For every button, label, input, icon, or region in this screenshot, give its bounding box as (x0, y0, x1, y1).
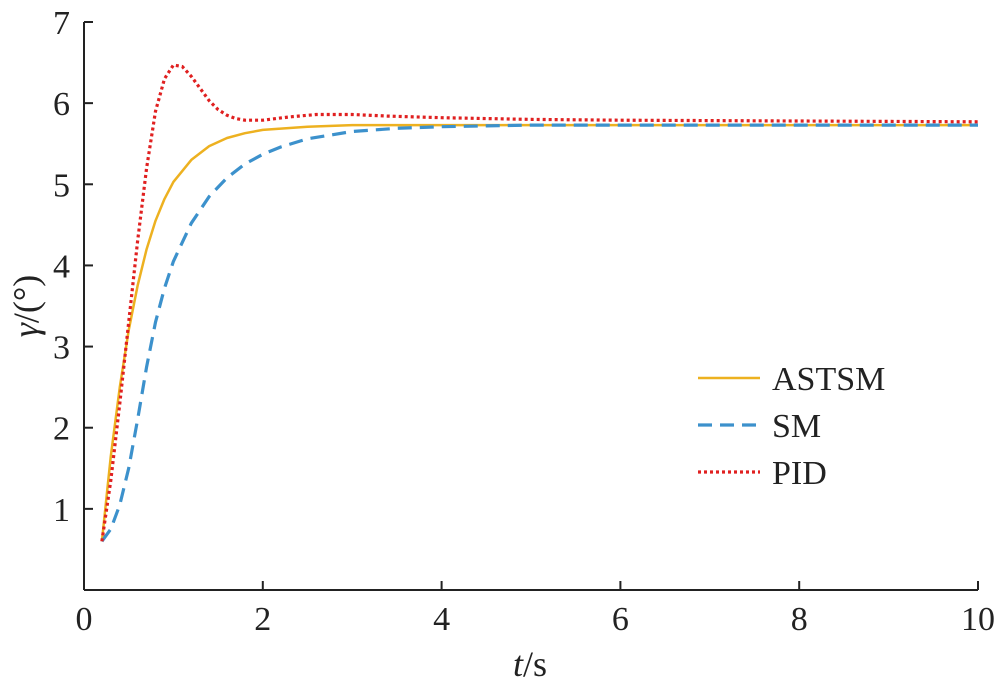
x-tick-label: 8 (791, 601, 808, 638)
legend-label-sm: SM (772, 408, 821, 445)
y-tick-label: 2 (53, 411, 70, 448)
x-axis-variable: t (513, 644, 524, 684)
y-tick-label: 6 (53, 86, 70, 123)
axes (83, 22, 978, 591)
series-line-pid (100, 63, 979, 542)
y-tick-label: 7 (53, 5, 70, 42)
x-tick-label: 0 (76, 601, 93, 638)
series-line-astsm (100, 123, 978, 542)
y-tick-label: 1 (53, 492, 70, 529)
x-axis-label: t/s (513, 644, 547, 684)
y-axis-label: γ/(°) (6, 275, 46, 338)
y-axis-variable: γ (6, 322, 46, 337)
x-axis-separator: / (523, 644, 533, 684)
legend: ASTSM SM PID (698, 361, 885, 492)
series-line-sm (100, 123, 978, 543)
y-tick-label: 4 (53, 248, 70, 285)
y-tick-label: 5 (53, 167, 70, 204)
x-tick-label: 10 (961, 601, 995, 638)
x-tick-label: 4 (433, 601, 450, 638)
x-axis-unit: s (533, 644, 547, 684)
x-tick-label: 2 (254, 601, 271, 638)
legend-label-astsm: ASTSM (772, 361, 885, 398)
legend-label-pid: PID (772, 455, 827, 492)
x-tick-label: 6 (612, 601, 629, 638)
plot-lines (100, 63, 979, 543)
y-axis-unit: (°) (6, 275, 46, 313)
y-tick-label: 3 (53, 330, 70, 367)
y-axis-separator: / (6, 313, 46, 323)
